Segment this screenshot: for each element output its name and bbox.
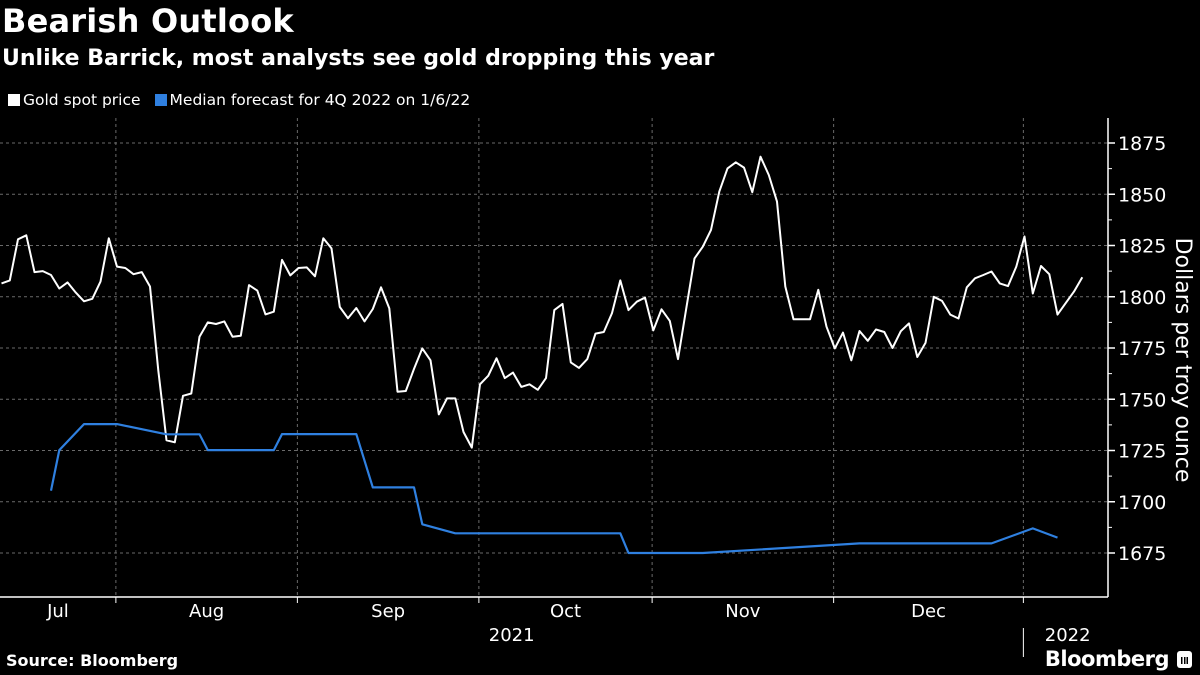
y-tick-label: 1850 xyxy=(1118,184,1166,206)
gold-spot-price-line xyxy=(1,155,1084,449)
legend-item-gold: Gold spot price xyxy=(8,91,141,109)
legend-label-forecast: Median forecast for 4Q 2022 on 1/6/22 xyxy=(169,91,471,109)
x-year-label: 2021 xyxy=(489,625,535,646)
gridlines xyxy=(0,118,1108,597)
x-month-label: Sep xyxy=(371,601,405,622)
y-tick-label: 1750 xyxy=(1118,389,1166,411)
chart-title: Bearish Outlook xyxy=(2,2,294,40)
median-forecast-line xyxy=(49,423,1058,555)
bloomberg-chart-icon xyxy=(1177,650,1192,668)
x-month-label: Nov xyxy=(725,601,760,622)
legend-swatch-forecast xyxy=(154,94,167,106)
chart-subtitle: Unlike Barrick, most analysts see gold d… xyxy=(2,46,715,71)
series-lines xyxy=(1,155,1084,555)
x-month-label: Aug xyxy=(189,601,224,622)
y-tick-label: 1775 xyxy=(1118,338,1166,360)
x-year-label: 2022 xyxy=(1045,625,1091,646)
legend-label-gold: Gold spot price xyxy=(23,91,141,109)
y-axis-title: Dollars per troy ounce xyxy=(1170,238,1195,483)
legend-swatch-gold xyxy=(8,94,20,106)
bloomberg-logo: Bloomberg xyxy=(1045,647,1192,671)
axes: 1675 1700 1725 1750 1775 1800 1825 1850 1875 Jul A… xyxy=(0,118,1166,657)
x-month-label: Dec xyxy=(911,601,946,622)
legend: Gold spot price Median forecast for 4Q 2… xyxy=(8,91,470,109)
source-note: Source: Bloomberg xyxy=(6,651,179,670)
logo-text: Bloomberg xyxy=(1044,647,1170,671)
y-tick-label: 1800 xyxy=(1118,287,1166,309)
x-month-label: Jul xyxy=(46,601,69,622)
y-tick-label: 1875 xyxy=(1118,133,1166,155)
y-tick-label: 1700 xyxy=(1118,492,1166,514)
x-month-label: Oct xyxy=(550,601,581,622)
y-tick-label: 1725 xyxy=(1118,441,1166,463)
legend-item-forecast: Median forecast for 4Q 2022 on 1/6/22 xyxy=(154,91,471,109)
y-tick-label: 1675 xyxy=(1118,543,1166,565)
y-tick-label: 1825 xyxy=(1118,236,1166,258)
